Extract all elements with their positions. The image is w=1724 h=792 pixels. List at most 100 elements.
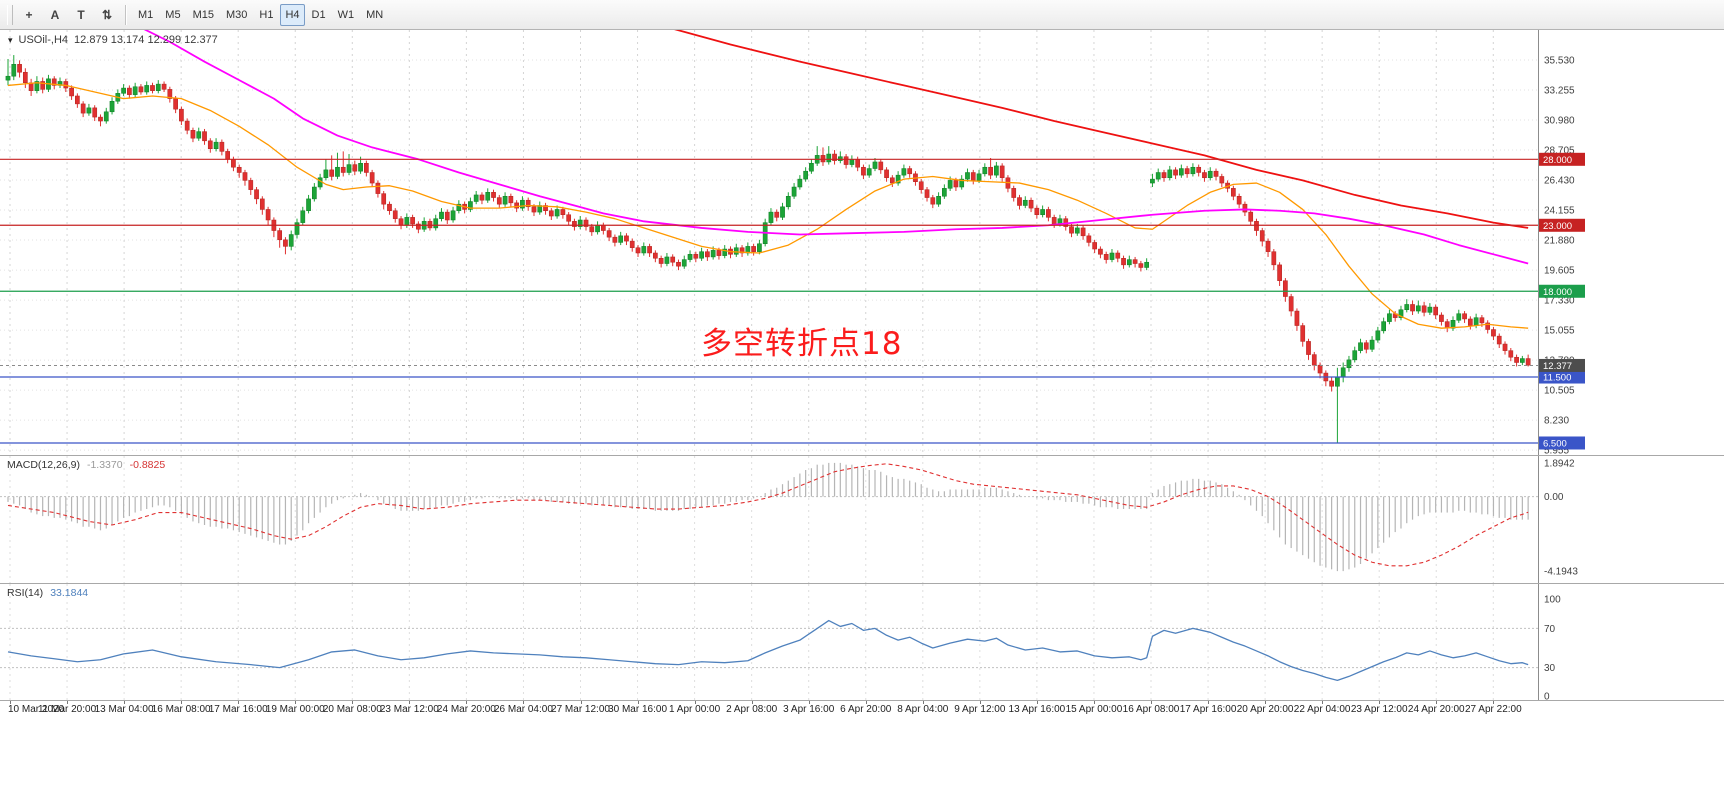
- svg-text:18.000: 18.000: [1543, 287, 1572, 298]
- macd-pane[interactable]: 1.8942 0.00 -4.1943: [0, 456, 1724, 583]
- price-scale[interactable]: 35.530 33.255 30.980 28.705 26.430 24.155 21.8…: [1538, 30, 1586, 455]
- time-label: 22 Apr 04:00: [1293, 704, 1351, 715]
- time-tick: [1093, 701, 1095, 704]
- time-label: 23 Apr 12:00: [1350, 704, 1408, 715]
- svg-text:-4.1943: -4.1943: [1544, 567, 1578, 578]
- timeframe-button-M1[interactable]: M1: [133, 4, 158, 26]
- svg-text:5.955: 5.955: [1544, 446, 1569, 455]
- time-label: 1 Apr 00:00: [669, 704, 721, 715]
- time-tick: [466, 701, 468, 704]
- rsi-label: RSI(14) 33.1844: [7, 587, 88, 599]
- svg-text:35.530: 35.530: [1544, 55, 1575, 66]
- macd-pane-separator[interactable]: [0, 455, 1724, 456]
- macd-label: MACD(12,26,9) -1.3370 -0.8825: [7, 459, 165, 471]
- time-tick: [523, 701, 525, 704]
- time-label: 26 Mar 04:00: [493, 704, 553, 715]
- time-label: 19 Mar 00:00: [265, 704, 325, 715]
- time-label: 13 Apr 16:00: [1008, 704, 1066, 715]
- time-tick: [751, 701, 753, 704]
- svg-text:10.505: 10.505: [1544, 386, 1575, 397]
- horizontal-level-lines[interactable]: [0, 158, 1538, 444]
- rsi-line: [7, 619, 1529, 681]
- macd-main-value: -1.3370: [86, 459, 123, 471]
- svg-text:19.605: 19.605: [1544, 266, 1575, 277]
- svg-text:100: 100: [1544, 595, 1561, 606]
- svg-text:30: 30: [1544, 663, 1556, 674]
- chart-title: ▾ USOil-,H4 12.879 13.174 12.299 12.377: [8, 34, 218, 46]
- time-tick: [295, 701, 297, 704]
- timeframe-button-W1[interactable]: W1: [333, 4, 360, 26]
- time-tick: [637, 701, 639, 704]
- time-label: 27 Apr 22:00: [1464, 704, 1522, 715]
- time-label: 24 Apr 20:00: [1407, 704, 1465, 715]
- time-tick: [67, 701, 69, 704]
- timeframe-button-M30[interactable]: M30: [221, 4, 252, 26]
- macd-grid: [0, 456, 1538, 583]
- svg-text:23.000: 23.000: [1543, 221, 1572, 232]
- svg-text:17.330: 17.330: [1544, 296, 1575, 307]
- time-tick: [1322, 701, 1324, 704]
- time-label: 16 Mar 08:00: [151, 704, 211, 715]
- time-label: 17 Mar 16:00: [208, 704, 268, 715]
- time-label: 2 Apr 08:00: [726, 704, 778, 715]
- macd-name: MACD(12,26,9): [7, 459, 80, 471]
- timeframe-button-D1[interactable]: D1: [307, 4, 331, 26]
- svg-text:0: 0: [1544, 692, 1550, 701]
- chart-annotation-text: 多空转折点18: [701, 326, 903, 362]
- svg-text:15.055: 15.055: [1544, 326, 1575, 337]
- time-label: 20 Mar 08:00: [322, 704, 382, 715]
- timeframe-button-M15[interactable]: M15: [188, 4, 219, 26]
- macd-scale[interactable]: 1.8942 0.00 -4.1943: [1538, 456, 1579, 583]
- time-tick: [409, 701, 411, 704]
- time-label: 16 Apr 08:00: [1122, 704, 1180, 715]
- time-tick: [694, 701, 696, 704]
- timeframe-button-M5[interactable]: M5: [160, 4, 185, 26]
- timeframe-toolbar: M1 M5 M15 M30 H1 H4 D1 W1 MN: [132, 3, 389, 26]
- time-label: 3 Apr 16:00: [783, 704, 835, 715]
- moving-averages: [7, 30, 1529, 329]
- time-label: 30 Mar 16:00: [608, 704, 668, 715]
- time-label: 27 Mar 12:00: [551, 704, 610, 715]
- chart-window[interactable]: 35.530 33.255 30.980 28.705 26.430 24.155 21.8…: [0, 30, 1724, 792]
- time-label: 6 Apr 20:00: [840, 704, 892, 715]
- rsi-pane[interactable]: 100 70 30 0: [0, 584, 1724, 700]
- toolbar-grip[interactable]: [7, 4, 13, 25]
- svg-text:21.880: 21.880: [1544, 236, 1575, 247]
- svg-text:26.430: 26.430: [1544, 176, 1575, 187]
- svg-text:6.500: 6.500: [1543, 438, 1567, 449]
- svg-text:28.000: 28.000: [1543, 155, 1572, 166]
- timeframe-button-H4[interactable]: H4: [280, 3, 305, 26]
- time-axis-separator: [0, 700, 1724, 701]
- rsi-scale[interactable]: 100 70 30 0: [1538, 584, 1562, 701]
- chart-dropdown-icon[interactable]: ▾: [8, 34, 13, 45]
- time-tick: [979, 701, 981, 704]
- time-tick: [10, 701, 11, 704]
- text-label-tool-button[interactable]: A: [43, 4, 67, 26]
- main-chart-pane[interactable]: 35.530 33.255 30.980 28.705 26.430 24.155 21.8…: [0, 30, 1724, 455]
- arrow-objects-tool-button[interactable]: ⇅: [95, 4, 119, 26]
- time-label: 11 Mar 20:00: [37, 704, 97, 715]
- time-label: 8 Apr 04:00: [897, 704, 949, 715]
- crosshair-tool-button[interactable]: +: [17, 4, 41, 26]
- rsi-pane-separator[interactable]: [0, 583, 1724, 584]
- time-tick: [1036, 701, 1038, 704]
- time-tick: [1151, 701, 1152, 704]
- main-grid: [0, 30, 1538, 455]
- svg-text:1.8942: 1.8942: [1544, 458, 1575, 469]
- time-tick: [1493, 701, 1495, 704]
- text-frame-tool-button[interactable]: T: [69, 4, 93, 26]
- toolbar-tools: + A T ⇅: [16, 4, 120, 26]
- time-label: 20 Apr 20:00: [1236, 704, 1294, 715]
- timeframe-button-MN[interactable]: MN: [361, 4, 388, 26]
- time-tick: [181, 701, 183, 704]
- time-tick: [1436, 701, 1438, 704]
- timeframe-button-H1[interactable]: H1: [254, 4, 278, 26]
- time-axis[interactable]: 10 Mar 2020 11 Mar 20:00 13 Mar 04:00 16 Ma…: [0, 701, 1724, 721]
- time-label: 17 Apr 16:00: [1179, 704, 1237, 715]
- rsi-name: RSI(14): [7, 587, 44, 599]
- svg-text:33.255: 33.255: [1544, 85, 1575, 96]
- svg-text:11.500: 11.500: [1543, 373, 1571, 384]
- time-label: 15 Apr 00:00: [1065, 704, 1123, 715]
- macd-signal-value: -0.8825: [129, 459, 166, 471]
